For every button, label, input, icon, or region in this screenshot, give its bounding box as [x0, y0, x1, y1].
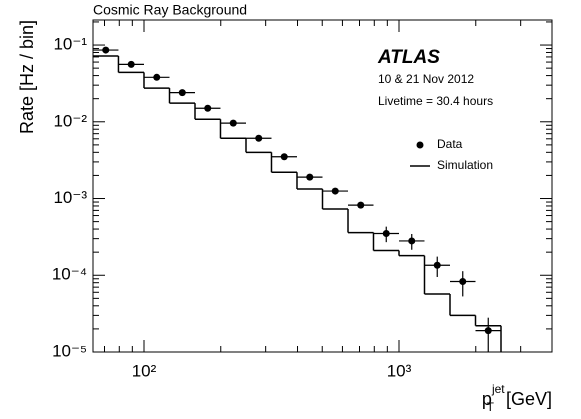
chart-title: Cosmic Ray Background — [93, 2, 247, 18]
y-tick-label: 10⁻⁴ — [52, 265, 87, 284]
data-point — [280, 153, 288, 161]
data-point — [229, 119, 237, 127]
x-tick-label: 10² — [132, 361, 157, 380]
annotation: 10 & 21 Nov 2012 — [378, 72, 474, 86]
x-tick-label: 10³ — [387, 361, 412, 380]
x-label-sub: T — [487, 400, 495, 414]
data-point — [127, 60, 135, 68]
data-point — [306, 173, 314, 181]
data-point — [331, 187, 339, 195]
data-point — [484, 327, 492, 335]
legend-marker — [416, 141, 424, 149]
data-point — [255, 134, 263, 142]
y-axis-label: Rate [Hz / bin] — [17, 20, 37, 134]
data-point — [459, 277, 467, 285]
y-tick-label: 10⁻¹ — [53, 35, 87, 54]
plot-frame — [92, 19, 553, 353]
annotation: Livetime = 30.4 hours — [378, 94, 493, 108]
data-point — [102, 46, 110, 54]
legend-label: Data — [437, 137, 463, 151]
data-point — [153, 73, 161, 81]
x-label-sup: jet — [491, 382, 505, 396]
x-label-base: p — [482, 389, 492, 409]
data-point — [408, 237, 416, 245]
x-axis-label: pjet T [GeV] — [482, 382, 552, 414]
legend-label: Simulation — [437, 158, 493, 172]
data-point — [382, 230, 390, 238]
x-label-unit: [GeV] — [506, 389, 552, 409]
data-point — [357, 201, 365, 209]
data-point — [433, 261, 441, 269]
data-point — [204, 104, 212, 112]
y-tick-label: 10⁻³ — [53, 188, 87, 207]
y-tick-label: 10⁻⁵ — [52, 341, 87, 360]
data-point — [178, 89, 186, 97]
y-tick-label: 10⁻² — [53, 111, 87, 130]
experiment-label: ATLAS — [377, 47, 440, 68]
